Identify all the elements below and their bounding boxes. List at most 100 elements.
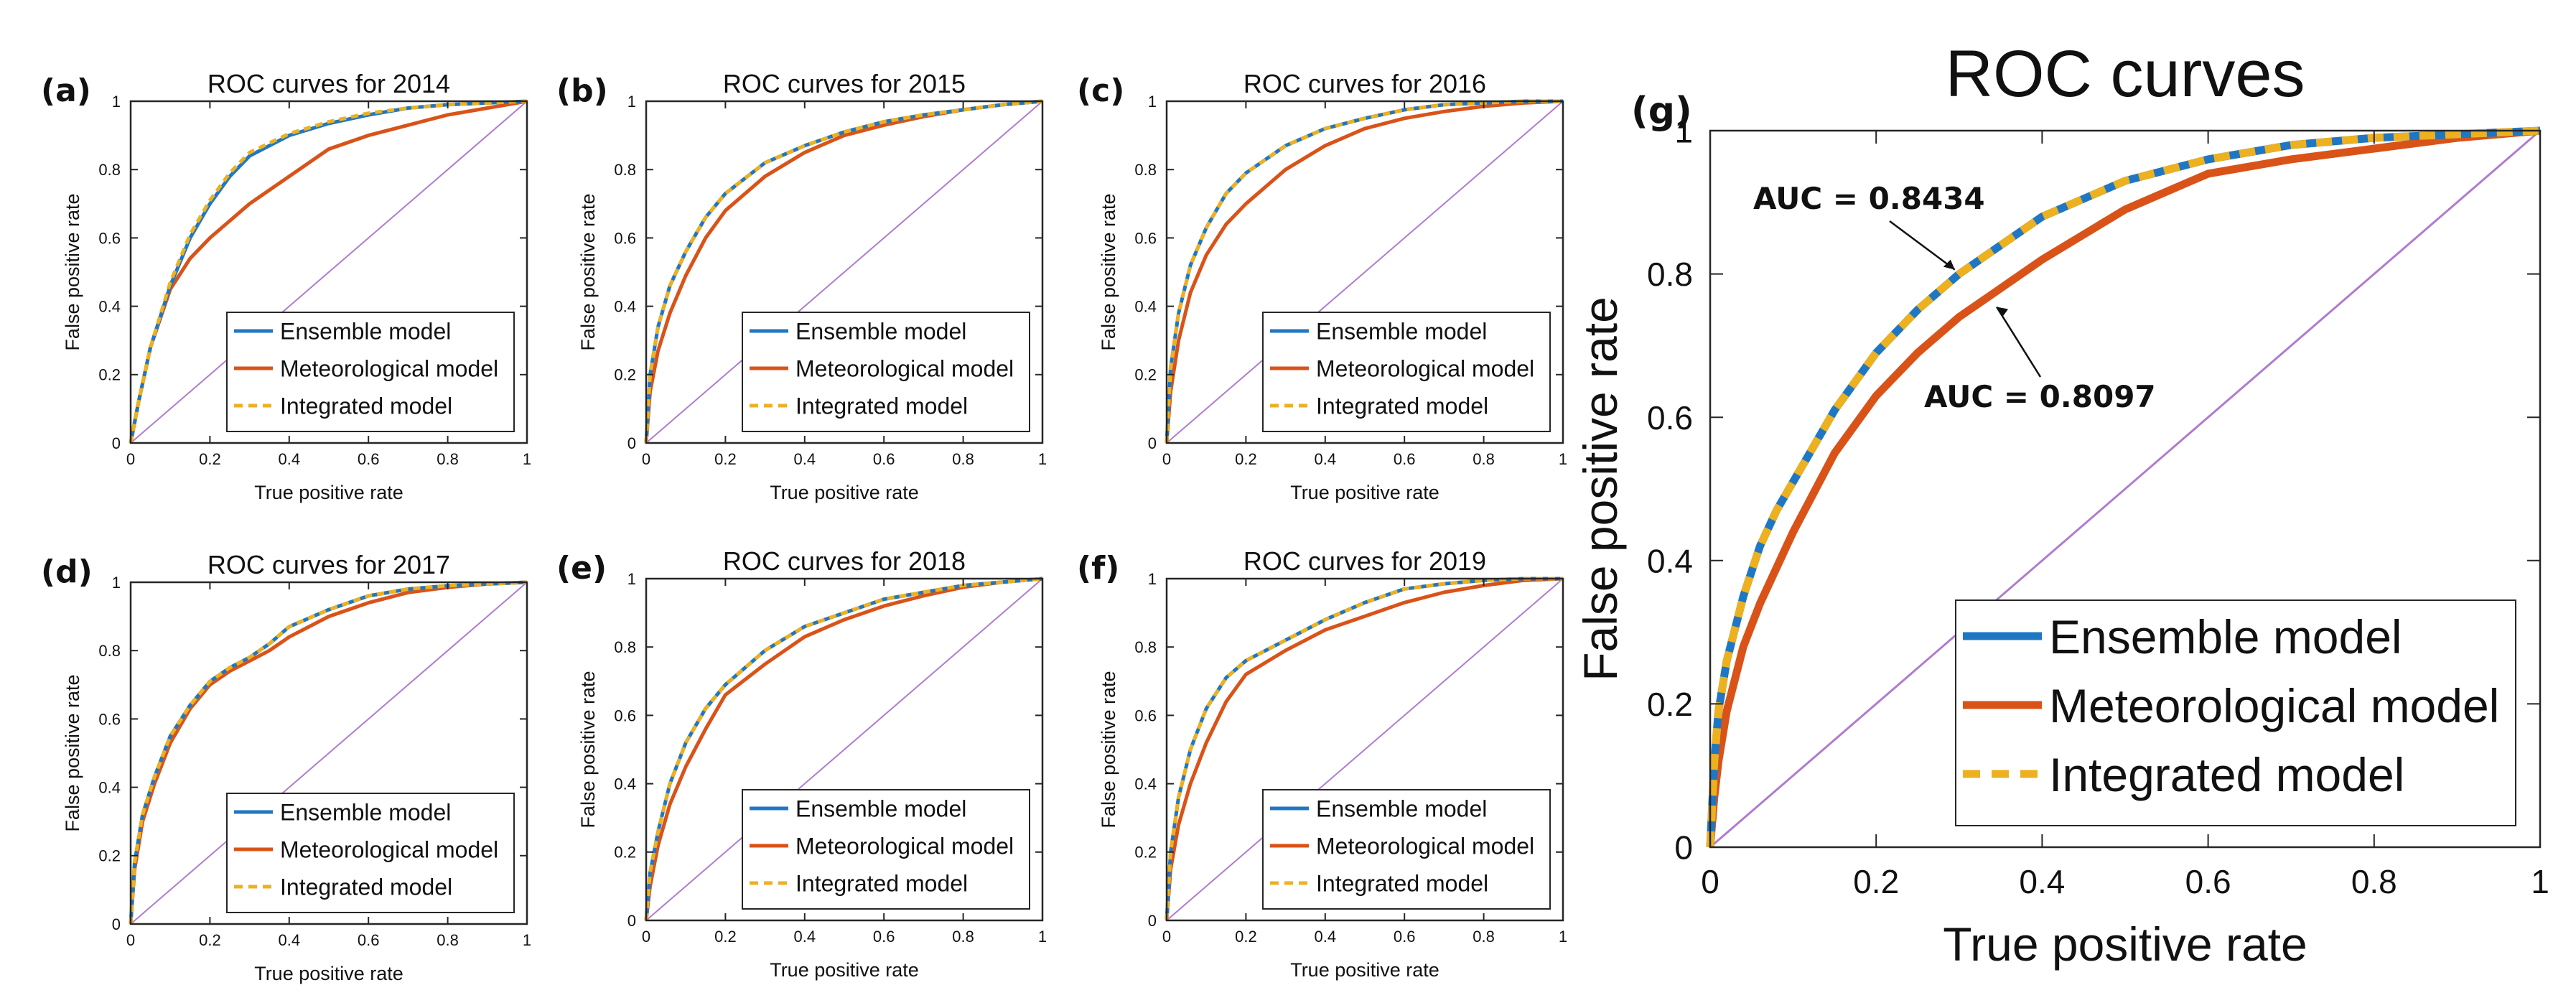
y-tick-label: 1 [112, 93, 121, 111]
series-line-meteorological-model [1165, 577, 1564, 921]
legend-label: Ensemble model [1316, 796, 1487, 822]
y-axis-label: False positive rate [577, 671, 599, 828]
x-axis-label: True positive rate [1943, 918, 2307, 971]
chart-panel-e: 0 0.2 0.4 0.6 0.8 1 0 0.2 0.4 0.6 0.8 1 True positiv… [556, 546, 1047, 981]
x-axis-label: True positive rate [1290, 959, 1439, 981]
panel-label: (d) [41, 554, 93, 590]
y-tick-label: 0.8 [1134, 638, 1157, 656]
y-tick-label: 0.6 [614, 706, 636, 724]
legend-label: Meteorological model [280, 837, 498, 863]
y-tick-label: 0.6 [614, 229, 636, 247]
legend-label: Integrated model [1316, 393, 1488, 419]
y-tick-label: 0 [112, 434, 121, 452]
y-tick-label: 0.4 [614, 775, 636, 793]
auc-arrow-meteorological [1995, 306, 2042, 378]
y-tick-label: 0.6 [1134, 706, 1157, 724]
y-tick-label: 1 [1674, 113, 1693, 150]
series-line-integrated-model [644, 99, 1043, 444]
chart-panel-d: 0 0.2 0.4 0.6 0.8 1 0 0.2 0.4 0.6 0.8 1 True positiv… [41, 550, 531, 984]
x-tick-label: 0.6 [873, 450, 895, 468]
chance-diagonal-line [1709, 129, 2541, 849]
chart-title: ROC curves [1946, 37, 2305, 111]
x-tick-label: 1 [2531, 863, 2549, 900]
x-tick-label: 0.2 [1853, 863, 1899, 900]
x-axis-label: True positive rate [770, 482, 919, 503]
legend-box [226, 312, 515, 432]
chart-panel-a: 0 0.2 0.4 0.6 0.8 1 0 0.2 0.4 0.6 0.8 1 True positiv… [41, 69, 531, 503]
legend: Ensemble model Meteorological model Integr… [1955, 599, 2516, 826]
x-tick-label: 0.8 [952, 450, 974, 468]
x-tick-label: 0.4 [1315, 450, 1337, 468]
legend-label: Integrated model [795, 871, 968, 897]
y-tick-label: 0.4 [1134, 775, 1157, 793]
x-tick-label: 0.4 [794, 928, 816, 946]
chart-title: ROC curves for 2015 [723, 69, 966, 98]
auc-arrow-ensemble [1889, 220, 1956, 271]
y-tick-label: 0.2 [98, 847, 121, 865]
x-tick-label: 0.2 [199, 450, 221, 468]
y-tick-label: 0.2 [1134, 844, 1157, 862]
x-tick-label: 0.2 [1235, 450, 1257, 468]
x-tick-label: 0.6 [1394, 450, 1416, 468]
axes-box [645, 577, 1044, 922]
x-tick-label: 1 [1559, 928, 1567, 946]
legend-box [742, 312, 1030, 432]
y-axis-label: False positive rate [62, 193, 83, 350]
y-tick-label: 0.4 [614, 298, 636, 316]
legend-label: Ensemble model [795, 796, 966, 822]
y-tick-label: 0.2 [614, 844, 636, 862]
axes-box [129, 100, 528, 444]
x-tick-label: 1 [1038, 928, 1047, 946]
axes-box [129, 581, 528, 925]
chart-title: ROC curves for 2014 [207, 69, 450, 98]
x-tick-label: 0.8 [437, 450, 459, 468]
auc-arrowhead-ensemble [1943, 259, 1955, 270]
y-tick-label: 0.2 [1647, 686, 1693, 723]
legend-label: Ensemble model [1316, 319, 1487, 345]
x-tick-label: 0 [126, 931, 135, 949]
x-tick-label: 0.4 [794, 450, 816, 468]
y-axis-label: False positive rate [577, 193, 599, 350]
legend-box [742, 789, 1030, 910]
legend-box [1262, 789, 1551, 910]
y-tick-label: 0.8 [1647, 256, 1693, 293]
chart-panel-g: 0 0.2 0.4 0.6 0.8 1 0 0.2 0.4 0.6 0.8 1 True positiv… [1574, 37, 2549, 971]
auc-annotation-meteorological: AUC = 0.8097 [1924, 379, 2156, 414]
x-tick-label: 0.4 [279, 450, 301, 468]
x-tick-label: 0.2 [1235, 928, 1257, 946]
legend-label: Integrated model [795, 393, 968, 419]
x-tick-label: 0.4 [2019, 863, 2065, 900]
legend-label: Integrated model [2049, 748, 2404, 801]
axes-box [1165, 100, 1564, 444]
x-axis-label: True positive rate [1290, 482, 1439, 503]
legend-label: Integrated model [280, 393, 452, 419]
legend: Ensemble model Meteorological model Integr… [742, 312, 1030, 432]
x-tick-label: 0.8 [952, 928, 974, 946]
x-tick-label: 0 [642, 928, 650, 946]
x-tick-label: 0.2 [199, 931, 221, 949]
x-tick-label: 0.6 [2185, 863, 2231, 900]
y-tick-label: 0 [1674, 829, 1693, 867]
chance-diagonal-line [645, 101, 1043, 444]
y-tick-label: 1 [112, 574, 121, 592]
axes-box [1165, 577, 1564, 922]
x-tick-label: 0.8 [1473, 928, 1495, 946]
y-tick-label: 0.8 [98, 161, 121, 179]
x-tick-label: 0.8 [437, 931, 459, 949]
x-tick-label: 0.2 [714, 928, 737, 946]
chart-panel-b: 0 0.2 0.4 0.6 0.8 1 0 0.2 0.4 0.6 0.8 1 True positiv… [556, 69, 1047, 503]
y-axis-label: False positive rate [1098, 193, 1119, 350]
chance-diagonal-line [1166, 101, 1564, 444]
y-tick-label: 0.4 [1647, 542, 1693, 579]
panel-label: (c) [1077, 73, 1124, 109]
y-axis-label: False positive rate [62, 674, 83, 831]
axes-box [1709, 129, 2542, 849]
y-tick-label: 0 [1148, 912, 1157, 930]
y-tick-label: 0.6 [1134, 229, 1157, 247]
legend-box [1262, 312, 1551, 432]
auc-arrowhead-meteorological [1997, 307, 2009, 317]
x-tick-label: 0.6 [358, 931, 380, 949]
legend-label: Meteorological model [2049, 679, 2499, 732]
x-tick-label: 0 [1162, 928, 1171, 946]
